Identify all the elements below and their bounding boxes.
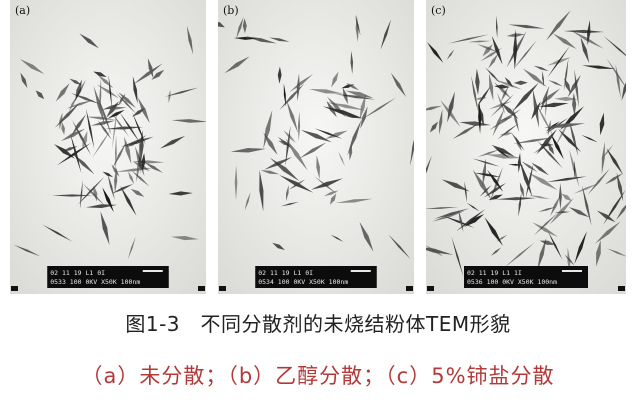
particle-group [13,25,206,260]
panel-label: (b) [223,4,239,17]
panel-label: (c) [431,4,446,17]
scale-bar-line [142,270,163,272]
micron-bar-line2: 0534 100 0KV X50K 100nm [258,278,348,286]
micron-bar [255,266,377,288]
micron-bar-line1: 02 11 19 L1 1I [467,269,522,277]
figure-caption-subtitle: （a）未分散；（b）乙醇分散；（c）5%铈盐分散 [81,364,555,388]
tem-panel-a: (a) 02 11 19 L1 0I 0533 100 0KV X50K 100nm [10,0,206,294]
scale-bar-line [350,270,371,272]
micron-bar-line2: 0536 100 0KV X50K 100nm [467,278,557,286]
micron-bar-line1: 02 11 19 L1 0I [258,269,313,277]
tem-figure: (a) 02 11 19 L1 0I 0533 100 0KV X50K 100nm… [10,0,626,294]
particle-group [218,14,414,260]
panel-label: (a) [15,4,30,17]
tem-panel-b: (b) 02 11 19 L1 0I 0534 100 0KV X50K 100nm [218,0,414,294]
micron-bar-line1: 02 11 19 L1 0I [50,269,105,277]
micron-bar-line2: 0533 100 0KV X50K 100nm [50,278,140,286]
micron-bar [464,266,588,288]
tem-panel-c: (c) 02 11 19 L1 1I 0536 100 0KV X50K 100nm [426,0,626,294]
particle-group [426,10,626,277]
scale-bar-line [562,270,582,272]
figure-caption-title: 图1-3 不同分散剂的未烧结粉体TEM形貌 [125,312,511,336]
micron-bar [47,266,169,288]
